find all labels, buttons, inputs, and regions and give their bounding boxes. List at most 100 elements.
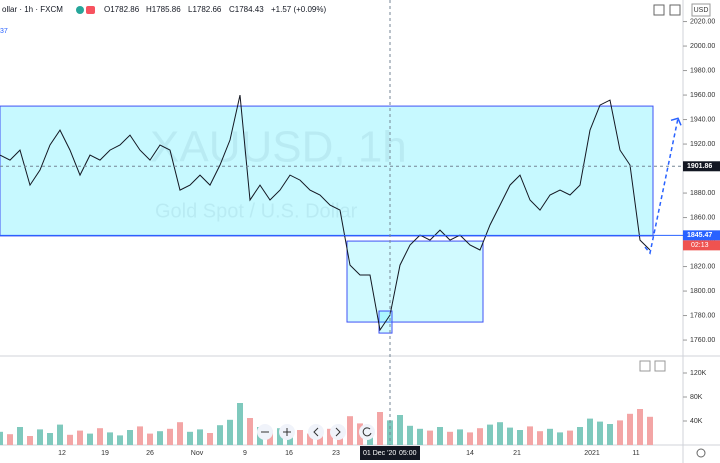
y-tick-label: 2020.00	[690, 18, 715, 25]
volume-bar	[97, 428, 103, 445]
volume-bar	[137, 426, 143, 445]
volume-bar	[217, 425, 223, 445]
range-box	[0, 105, 654, 237]
volume-bar	[597, 421, 603, 445]
x-tick-label: 21	[513, 450, 521, 457]
volume-bar	[87, 433, 93, 445]
x-tick-label: 11	[632, 450, 639, 457]
last-price-label: 1845.47	[687, 232, 712, 239]
side-value: 37	[0, 28, 8, 35]
volume-bar	[507, 427, 513, 445]
y2-tick-label: 120K	[690, 370, 707, 377]
x-tick-label: 14	[466, 450, 474, 457]
volume-bar	[487, 424, 493, 445]
volume-bar	[527, 426, 533, 445]
volume-bar	[197, 429, 203, 445]
y-tick-label: 1980.00	[690, 67, 715, 74]
volume-bar	[577, 427, 583, 445]
ohlc-open: O1782.86	[104, 5, 140, 14]
volume-bar	[377, 412, 383, 445]
volume-bar	[397, 415, 403, 445]
volume-bar	[147, 433, 153, 445]
crosshair-date-tag	[360, 446, 420, 460]
symbol: ollar · 1h · FXCM	[2, 5, 63, 14]
range-box	[346, 240, 484, 323]
x-tick-label: 2021	[584, 450, 600, 457]
y-tick-label: 1920.00	[690, 141, 715, 148]
countdown-tag	[683, 240, 720, 251]
currency: USD	[694, 7, 709, 14]
volume-bar	[587, 418, 593, 445]
currency-box[interactable]	[691, 3, 711, 17]
y-tick-label: 1940.00	[690, 116, 715, 123]
crosshair-time: 05:00	[399, 450, 417, 457]
volume-bar	[107, 432, 113, 445]
volume-bar	[637, 409, 643, 445]
volume-bar	[27, 436, 33, 445]
y-tick-label: 2000.00	[690, 43, 715, 50]
volume-bar	[447, 431, 453, 445]
volume-bar	[77, 430, 83, 445]
maximize-button[interactable]	[669, 4, 681, 16]
volume-bar	[327, 428, 333, 445]
y-tick-label: 1820.00	[690, 263, 715, 270]
volume-bar	[157, 431, 163, 445]
y-tick-label: 1800.00	[690, 288, 715, 295]
volume-bar	[407, 425, 413, 445]
y-tick-label: 1780.00	[690, 312, 715, 319]
ohlc-change: +1.57 (+0.09%)	[271, 5, 326, 14]
scroll-right[interactable]	[330, 424, 346, 440]
pane-close-button[interactable]	[654, 360, 666, 372]
crosshair-price-tag	[683, 161, 720, 172]
volume-bar	[457, 429, 463, 445]
scroll-left[interactable]	[308, 424, 324, 440]
arrow-head	[670, 117, 682, 126]
reset[interactable]	[359, 424, 375, 440]
volume-bar	[117, 435, 123, 445]
volume-bar	[477, 428, 483, 445]
volume-bar	[567, 430, 573, 445]
y-tick-label: 1880.00	[690, 190, 715, 197]
volume-bar	[67, 434, 73, 445]
volume-bar	[167, 428, 173, 445]
zoom-toolbar	[257, 424, 375, 440]
watermark-symbol: XAUUSD, 1h	[150, 123, 407, 172]
minimize-button[interactable]	[653, 4, 665, 16]
volume-bar	[427, 430, 433, 445]
crosshair-date: 01 Dec '20	[363, 450, 396, 457]
y-tick-label: 1960.00	[690, 92, 715, 99]
last-price-tag	[683, 230, 720, 241]
volume-bar	[207, 433, 213, 445]
y-tick-label: 1860.00	[690, 214, 715, 221]
y2-tick-label: 80K	[690, 394, 703, 401]
volume-bar	[557, 432, 563, 445]
volume-bar	[497, 422, 503, 445]
price-line	[0, 94, 651, 332]
volume-bar	[307, 433, 313, 445]
volume-bar	[647, 416, 653, 445]
pane-up-button[interactable]	[639, 360, 651, 372]
volume-bar	[187, 431, 193, 445]
ohlc-high: H1785.86	[146, 5, 181, 14]
ohlc-low: L1782.66	[188, 5, 222, 14]
forecast-arrow	[644, 118, 679, 255]
volume-bar	[437, 427, 443, 445]
volume-bar	[247, 418, 253, 445]
volume-bar	[537, 431, 543, 445]
x-tick-label: 12	[58, 450, 66, 457]
volume-bar	[227, 419, 233, 445]
y2-tick-label: 40K	[690, 418, 703, 425]
volume-bar	[57, 424, 63, 445]
volume-bar	[417, 428, 423, 445]
x-tick-label: Nov	[191, 450, 204, 457]
volume-bar	[177, 422, 183, 445]
toolbar-icons	[261, 427, 372, 437]
volume-bar	[237, 403, 243, 445]
settings-button[interactable]	[696, 448, 706, 458]
volume-bar	[547, 428, 553, 445]
volume-bar	[47, 433, 53, 445]
crosshair-price-label: 1901.86	[687, 163, 712, 170]
volume-bar	[7, 434, 13, 445]
x-tick-label: 26	[146, 450, 154, 457]
